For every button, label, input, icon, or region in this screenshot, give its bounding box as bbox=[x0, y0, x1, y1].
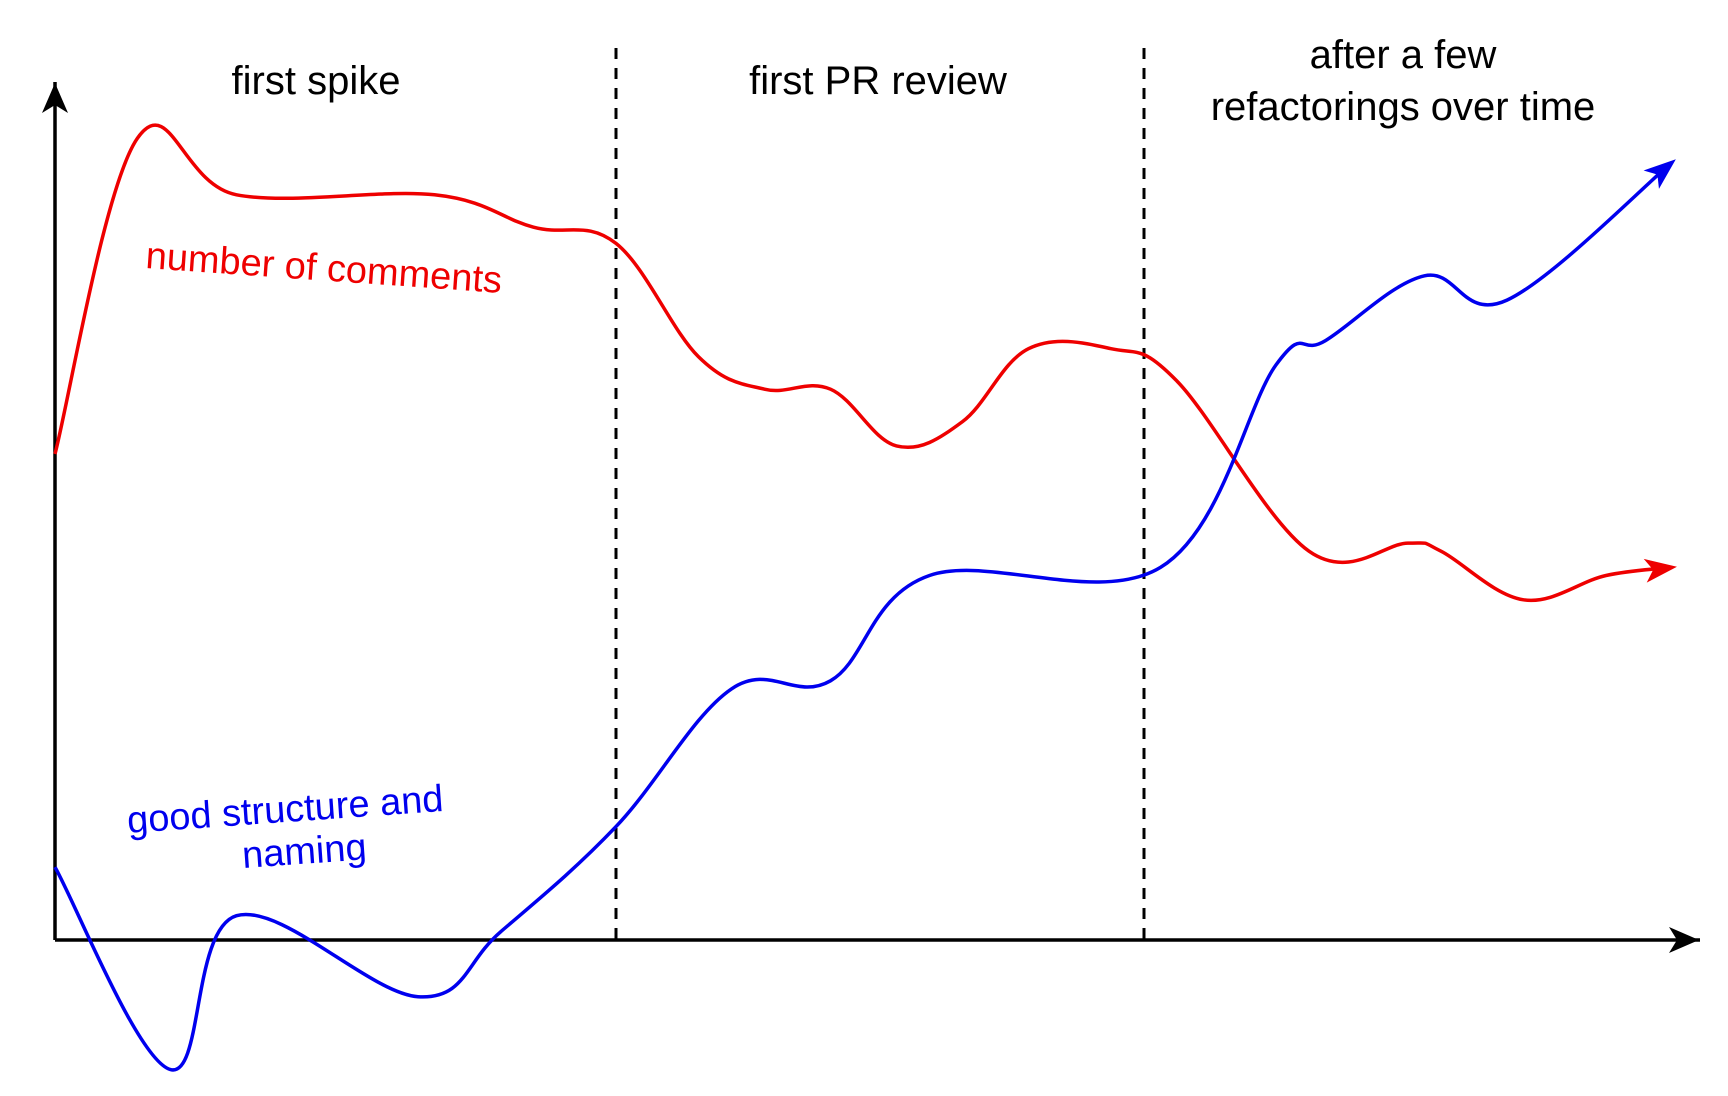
phase-label-first-pr-review: first PR review bbox=[749, 59, 1007, 103]
series-line-number-of-comments bbox=[53, 123, 1677, 603]
series-label-number-of-comments: number of comments bbox=[144, 235, 503, 302]
phase-label-refactorings: after a few bbox=[1310, 33, 1497, 77]
phase-label-first-spike: first spike bbox=[232, 59, 401, 103]
series-label-naming: naming bbox=[241, 826, 368, 877]
series-line-good-structure-and-naming bbox=[53, 159, 1676, 1072]
phase-label-refactorings-line-2: refactorings over time bbox=[1211, 85, 1596, 129]
